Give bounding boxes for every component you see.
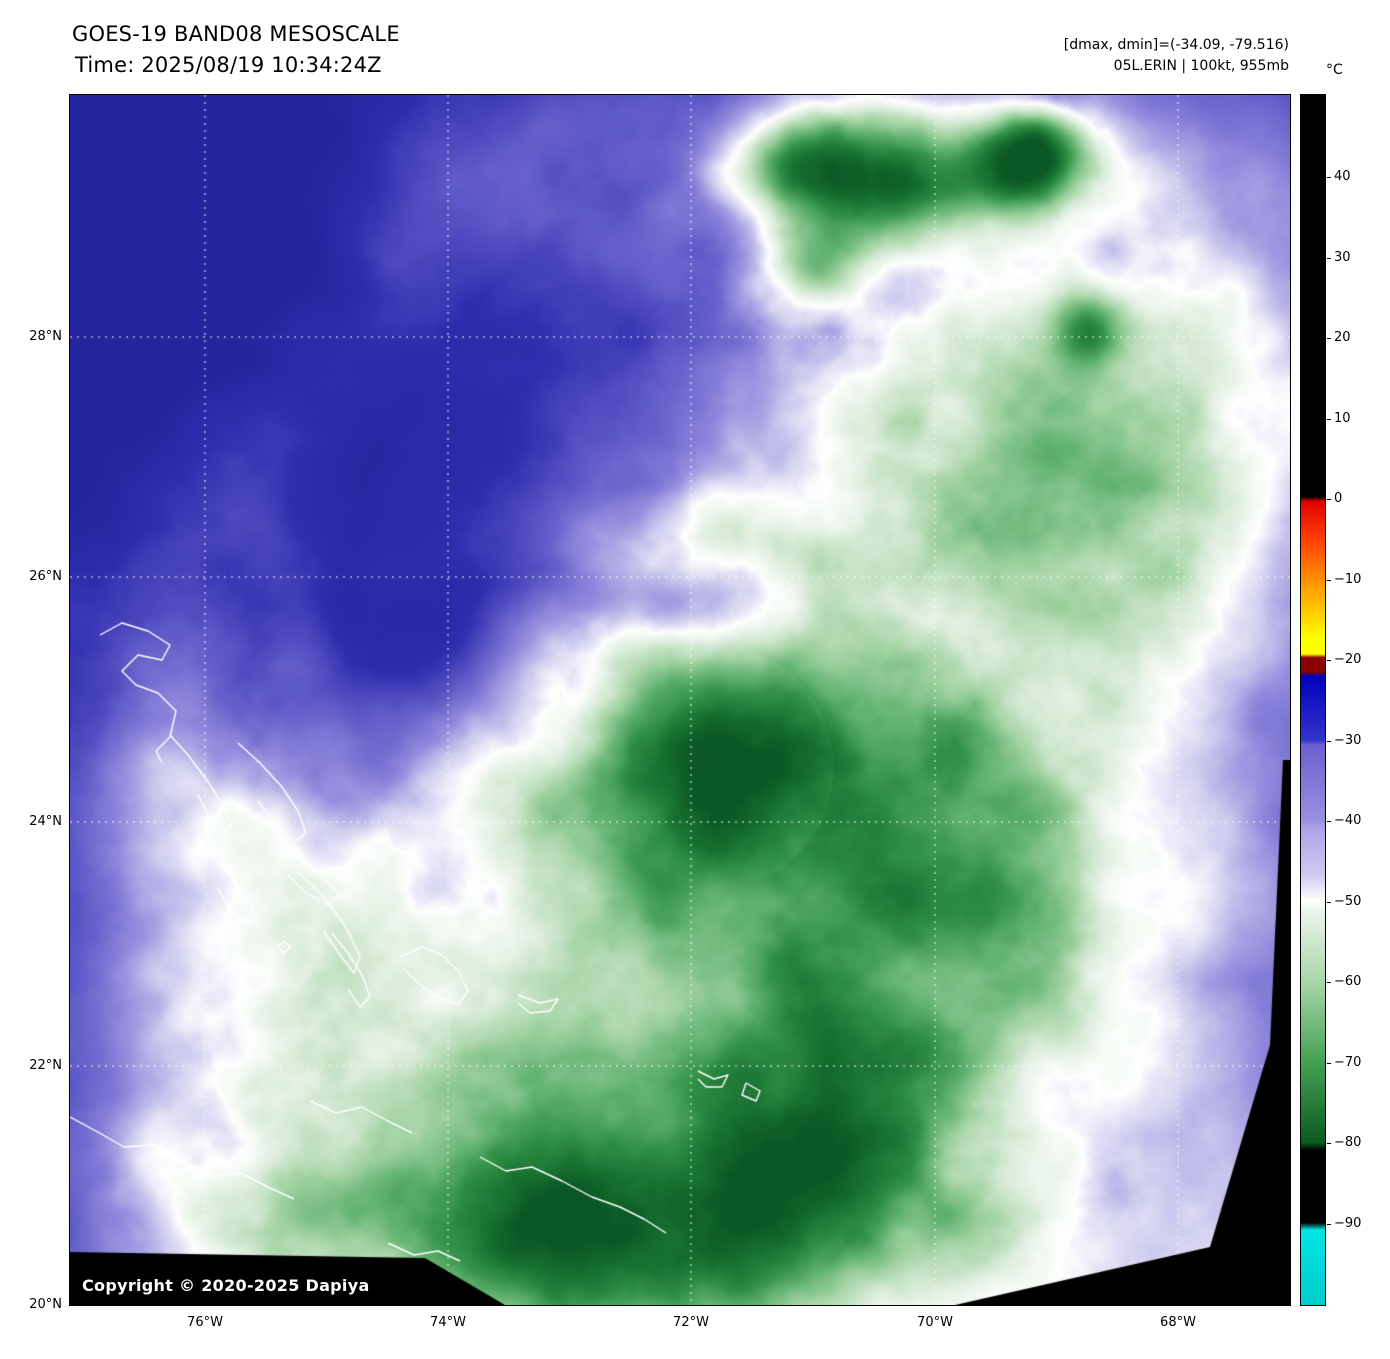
colorbar-tick-label: −40 bbox=[1326, 813, 1361, 831]
latitude-label: 28°N bbox=[29, 329, 62, 344]
figure-title: GOES-19 BAND08 MESOSCALE bbox=[72, 22, 400, 46]
colorbar-tick-label: −70 bbox=[1326, 1055, 1361, 1073]
latitude-label: 26°N bbox=[29, 569, 62, 584]
dmax-dmin-readout: [dmax, dmin]=(-34.09, -79.516) bbox=[1063, 37, 1289, 53]
colorbar-tick-label: 20 bbox=[1327, 330, 1351, 348]
colorbar-tick-label: −50 bbox=[1326, 894, 1361, 912]
colorbar-tick-label: 40 bbox=[1327, 169, 1351, 187]
colorbar bbox=[1300, 94, 1326, 1306]
longitude-label: 68°W bbox=[1160, 1315, 1196, 1330]
colorbar-tick-label: −80 bbox=[1326, 1135, 1361, 1153]
longitude-label: 74°W bbox=[430, 1315, 466, 1330]
longitude-label: 76°W bbox=[187, 1315, 223, 1330]
longitude-label: 72°W bbox=[673, 1315, 709, 1330]
colorbar-tick-label: −60 bbox=[1326, 974, 1361, 992]
colorbar-tick-label: −10 bbox=[1326, 572, 1361, 590]
colorbar-unit-label: °C bbox=[1326, 62, 1343, 78]
satellite-image-canvas bbox=[70, 95, 1290, 1305]
figure-time: Time: 2025/08/19 10:34:24Z bbox=[75, 53, 382, 77]
colorbar-tick-label: 0 bbox=[1326, 491, 1342, 509]
colorbar-tick-label: −30 bbox=[1326, 733, 1361, 751]
map-frame: Copyright © 2020-2025 Dapiya bbox=[69, 94, 1291, 1306]
storm-readout: 05L.ERIN | 100kt, 955mb bbox=[1113, 58, 1289, 74]
colorbar-tick-label: −90 bbox=[1326, 1216, 1361, 1234]
longitude-label: 70°W bbox=[917, 1315, 953, 1330]
colorbar-tick-label: −20 bbox=[1326, 652, 1361, 670]
header-info: [dmax, dmin]=(-34.09, -79.516) 05L.ERIN … bbox=[1064, 35, 1289, 77]
latitude-label: 22°N bbox=[29, 1058, 62, 1073]
latitude-label: 24°N bbox=[29, 814, 62, 829]
copyright-label: Copyright © 2020-2025 Dapiya bbox=[82, 1276, 370, 1295]
latitude-label: 20°N bbox=[29, 1297, 62, 1312]
colorbar-tick-label: 30 bbox=[1327, 250, 1351, 268]
colorbar-tick-label: 10 bbox=[1327, 411, 1351, 429]
